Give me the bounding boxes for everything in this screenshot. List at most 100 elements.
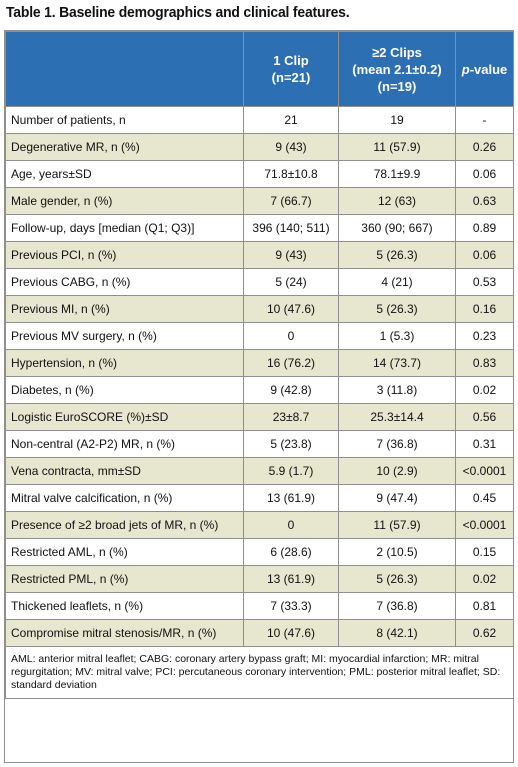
row-label: Previous PCI, n (%) (5, 241, 244, 269)
row-label: Non-central (A2-P2) MR, n (%) (5, 430, 244, 458)
cell-2-clips: 2 (10.5) (338, 538, 456, 566)
cell-1-clip: 71.8±10.8 (243, 160, 339, 188)
row-label: Follow-up, days [median (Q1; Q3)] (5, 214, 244, 242)
cell-p-value: 0.26 (455, 133, 514, 161)
row-label: Number of patients, n (5, 106, 244, 134)
table-row: Diabetes, n (%) 9 (42.8) 3 (11.8) 0.02 (5, 376, 514, 404)
cell-1-clip: 5 (24) (243, 268, 339, 296)
header-1-clip-line1: 1 Clip (273, 53, 309, 68)
header-1-clip: 1 Clip (n=21) (243, 31, 339, 107)
row-label: Previous MV surgery, n (%) (5, 322, 244, 350)
cell-2-clips: 11 (57.9) (338, 511, 456, 539)
table-row: Previous CABG, n (%) 5 (24) 4 (21) 0.53 (5, 268, 514, 296)
cell-1-clip: 0 (243, 322, 339, 350)
table-row: Male gender, n (%) 7 (66.7) 12 (63) 0.63 (5, 187, 514, 215)
cell-1-clip: 9 (43) (243, 133, 339, 161)
row-label: Compromise mitral stenosis/MR, n (%) (5, 619, 244, 647)
cell-1-clip: 396 (140; 511) (243, 214, 339, 242)
row-label: Restricted PML, n (%) (5, 565, 244, 593)
cell-p-value: 0.62 (455, 619, 514, 647)
row-label: Age, years±SD (5, 160, 244, 188)
cell-2-clips: 3 (11.8) (338, 376, 456, 404)
table-row: Degenerative MR, n (%) 9 (43) 11 (57.9) 0.2… (5, 133, 514, 161)
cell-1-clip: 7 (33.3) (243, 592, 339, 620)
cell-2-clips: 8 (42.1) (338, 619, 456, 647)
cell-2-clips: 12 (63) (338, 187, 456, 215)
table-row: Logistic EuroSCORE (%)±SD 23±8.7 25.3±14.4… (5, 403, 514, 431)
cell-p-value: 0.83 (455, 349, 514, 377)
table-row: Follow-up, days [median (Q1; Q3)] 396 (14… (5, 214, 514, 242)
header-row: 1 Clip (n=21) ≥2 Clips (mean 2.1±0.2) (n… (5, 31, 514, 107)
footnote-row: AML: anterior mitral leaflet; CABG: coro… (5, 646, 514, 699)
table-row: Thickened leaflets, n (%) 7 (33.3) 7 (36.8… (5, 592, 514, 620)
footnote: AML: anterior mitral leaflet; CABG: coro… (5, 646, 514, 699)
table-row: Previous MI, n (%) 10 (47.6) 5 (26.3) 0.16 (5, 295, 514, 323)
cell-p-value: 0.63 (455, 187, 514, 215)
cell-1-clip: 7 (66.7) (243, 187, 339, 215)
cell-2-clips: 5 (26.3) (338, 295, 456, 323)
cell-1-clip: 9 (42.8) (243, 376, 339, 404)
cell-2-clips: 19 (338, 106, 456, 134)
table-row: Mitral valve calcification, n (%) 13 (61.… (5, 484, 514, 512)
cell-p-value: 0.23 (455, 322, 514, 350)
cell-2-clips: 1 (5.3) (338, 322, 456, 350)
header-2-clips: ≥2 Clips (mean 2.1±0.2) (n=19) (338, 31, 456, 107)
cell-2-clips: 4 (21) (338, 268, 456, 296)
cell-2-clips: 25.3±14.4 (338, 403, 456, 431)
cell-1-clip: 6 (28.6) (243, 538, 339, 566)
row-label: Mitral valve calcification, n (%) (5, 484, 244, 512)
cell-p-value: 0.31 (455, 430, 514, 458)
cell-1-clip: 10 (47.6) (243, 619, 339, 647)
row-label: Diabetes, n (%) (5, 376, 244, 404)
table-row: Vena contracta, mm±SD 5.9 (1.7) 10 (2.9) <0… (5, 457, 514, 485)
cell-p-value: 0.89 (455, 214, 514, 242)
cell-1-clip: 21 (243, 106, 339, 134)
table-row: Hypertension, n (%) 16 (76.2) 14 (73.7) 0.8… (5, 349, 514, 377)
header-2-clips-line2: (mean 2.1±0.2) (352, 61, 442, 77)
cell-1-clip: 23±8.7 (243, 403, 339, 431)
header-1-clip-line2: (n=21) (271, 70, 311, 85)
cell-p-value: 0.06 (455, 241, 514, 269)
cell-2-clips: 14 (73.7) (338, 349, 456, 377)
cell-1-clip: 13 (61.9) (243, 484, 339, 512)
header-blank (5, 31, 244, 107)
header-p-rest: -value (469, 61, 508, 77)
row-label: Previous CABG, n (%) (5, 268, 244, 296)
cell-2-clips: 10 (2.9) (338, 457, 456, 485)
header-p-italic: p (461, 61, 470, 77)
cell-p-value: 0.16 (455, 295, 514, 323)
cell-2-clips: 78.1±9.9 (338, 160, 456, 188)
cell-p-value: - (455, 106, 514, 134)
cell-p-value: <0.0001 (455, 457, 514, 485)
row-label: Thickened leaflets, n (%) (5, 592, 244, 620)
table-row: Compromise mitral stenosis/MR, n (%) 10 (… (5, 619, 514, 647)
header-p-value: p-value (455, 31, 514, 107)
cell-1-clip: 5.9 (1.7) (243, 457, 339, 485)
cell-1-clip: 16 (76.2) (243, 349, 339, 377)
cell-1-clip: 5 (23.8) (243, 430, 339, 458)
cell-2-clips: 360 (90; 667) (338, 214, 456, 242)
header-2-clips-line1: ≥2 Clips (372, 44, 422, 60)
cell-p-value: 0.06 (455, 160, 514, 188)
row-label: Presence of ≥2 broad jets of MR, n (%) (5, 511, 244, 539)
table-row: Previous MV surgery, n (%) 0 1 (5.3) 0.23 (5, 322, 514, 350)
cell-2-clips: 5 (26.3) (338, 565, 456, 593)
table-body: Number of patients, n 21 19- Degenerative M… (5, 106, 514, 647)
table-row: Previous PCI, n (%) 9 (43) 5 (26.3) 0.06 (5, 241, 514, 269)
cell-p-value: 0.15 (455, 538, 514, 566)
baseline-table: 1 Clip (n=21) ≥2 Clips (mean 2.1±0.2) (n… (5, 31, 514, 699)
table-row: Number of patients, n 21 19- (5, 106, 514, 134)
row-label: Restricted AML, n (%) (5, 538, 244, 566)
row-label: Logistic EuroSCORE (%)±SD (5, 403, 244, 431)
cell-1-clip: 9 (43) (243, 241, 339, 269)
cell-1-clip: 10 (47.6) (243, 295, 339, 323)
cell-2-clips: 5 (26.3) (338, 241, 456, 269)
cell-p-value: 0.53 (455, 268, 514, 296)
row-label: Degenerative MR, n (%) (5, 133, 244, 161)
table-row: Presence of ≥2 broad jets of MR, n (%) 0 1… (5, 511, 514, 539)
cell-p-value: 0.56 (455, 403, 514, 431)
cell-2-clips: 9 (47.4) (338, 484, 456, 512)
table-row: Age, years±SD 71.8±10.8 78.1±9.9 0.06 (5, 160, 514, 188)
table-title: Table 1. Baseline demographics and clini… (6, 4, 350, 21)
cell-p-value: <0.0001 (455, 511, 514, 539)
